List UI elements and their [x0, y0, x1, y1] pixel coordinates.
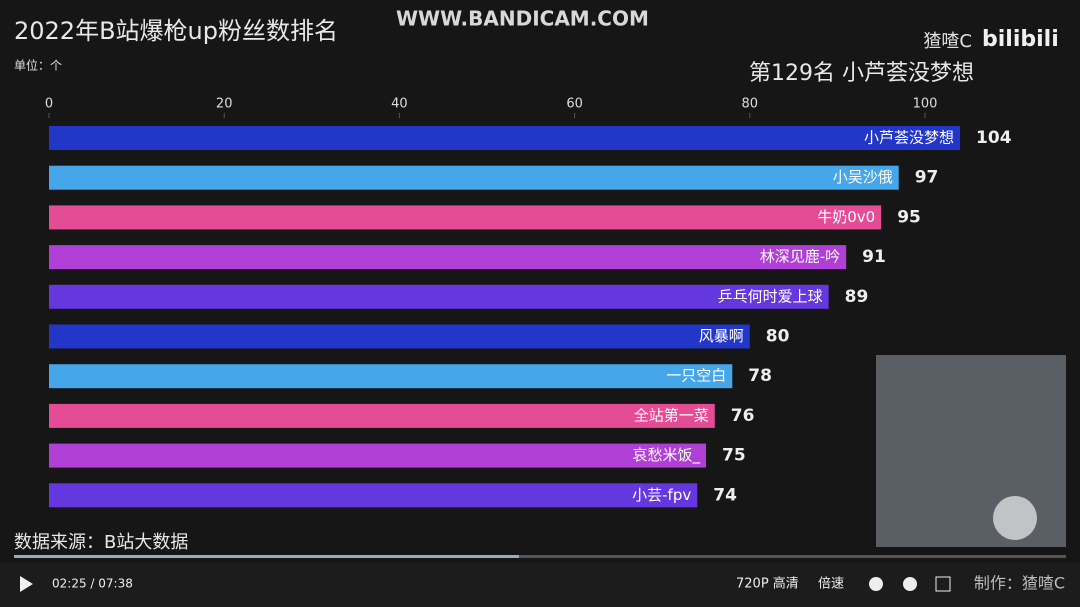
bar — [49, 165, 899, 190]
bar — [49, 126, 961, 150]
chart-title: 2022年B站爆枪up粉丝数排名 — [14, 17, 338, 45]
settings-button[interactable] — [903, 577, 917, 591]
x-tick-label: 60 — [566, 97, 583, 112]
bar-label: 牛奶0v0 — [817, 208, 875, 226]
value-label: 80 — [766, 327, 790, 347]
bar — [49, 443, 706, 468]
bar-label: 全站第一菜 — [634, 406, 709, 424]
progress-track[interactable] — [14, 555, 1066, 558]
value-label: 76 — [731, 406, 755, 426]
progress-bar — [14, 555, 519, 558]
bar-label: 一只空白 — [666, 367, 726, 385]
unit-label: 单位：个 — [14, 58, 62, 73]
bar-label: 林深见鹿-吟 — [760, 248, 840, 266]
value-label: 104 — [976, 128, 1012, 148]
bar-label: 乒乓何时爱上球 — [718, 287, 823, 305]
play-button[interactable] — [20, 576, 33, 592]
logo: bilibili — [982, 27, 1059, 52]
bar-label: 小芸-fpv — [632, 486, 691, 504]
watermark: WWW.BANDICAM.COM — [396, 7, 649, 31]
source: 数据来源：B站大数据 — [14, 532, 188, 553]
x-tick-label: 20 — [216, 97, 233, 112]
author: 猹喳C — [923, 31, 972, 52]
quality[interactable]: 720P 高清 — [736, 576, 799, 592]
x-tick-label: 80 — [742, 97, 759, 112]
bar-label: 哀愁米饭_ — [632, 446, 700, 465]
bar-label: 风暴啊 — [699, 327, 744, 345]
x-tick-label: 0 — [45, 97, 53, 112]
value-label: 91 — [862, 247, 886, 267]
bar — [49, 245, 847, 270]
play-overlay[interactable] — [993, 496, 1037, 540]
x-tick-label: 40 — [391, 97, 408, 112]
webcam-overlay — [876, 355, 1066, 547]
credit: 制作：猹喳C — [974, 574, 1065, 593]
subtitle: 第129名 小芦荟没梦想 — [749, 61, 974, 86]
value-label: 89 — [845, 287, 869, 307]
value-label: 75 — [722, 446, 746, 466]
value-label: 74 — [713, 485, 737, 505]
bar — [49, 364, 733, 389]
value-label: 95 — [897, 207, 921, 227]
bar — [49, 205, 882, 230]
pip-button[interactable] — [935, 576, 951, 592]
bar — [49, 324, 750, 349]
player-bar — [0, 562, 1080, 607]
bar-label: 小芦荟没梦想 — [864, 129, 954, 147]
bar-label: 小吴沙俄 — [833, 168, 893, 186]
bar — [49, 403, 715, 428]
bar — [49, 284, 829, 309]
speed[interactable]: 倍速 — [818, 577, 844, 592]
volume-button[interactable] — [869, 577, 883, 591]
bar — [49, 483, 698, 508]
value-label: 97 — [915, 168, 939, 188]
time: 02:25 / 07:38 — [52, 577, 133, 591]
x-tick-label: 100 — [913, 97, 938, 112]
value-label: 78 — [748, 366, 772, 386]
